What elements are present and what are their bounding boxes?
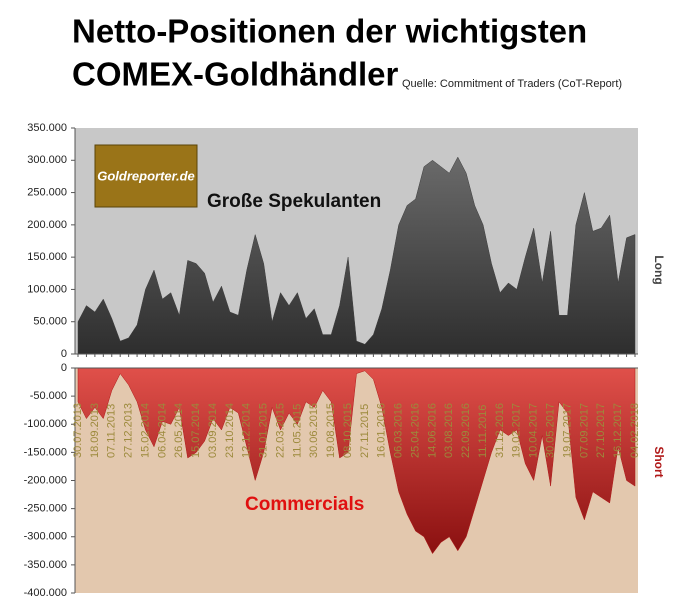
y-tick-label: -350.000: [24, 559, 67, 571]
x-tick-label: 15.07.2014: [190, 403, 202, 458]
x-tick-label: 10.04.2017: [528, 403, 540, 458]
y-tick-label: -300.000: [24, 531, 67, 543]
x-tick-label: 14.06.2016: [426, 403, 438, 458]
y-axis-label: Long: [652, 255, 666, 284]
x-tick-label: 30.07.2013: [72, 403, 84, 458]
title-line2: COMEX-Goldhändler: [72, 56, 399, 93]
logo-box: [94, 144, 198, 208]
y-tick-label: 50.000: [33, 316, 67, 328]
y-tick-label: -150.000: [24, 446, 67, 458]
x-tick-label: 03.08.2016: [443, 403, 455, 458]
x-tick-label: 22.03.2015: [274, 403, 286, 458]
series-label: Große Spekulanten: [207, 191, 381, 212]
x-tick-label: 30.06.2015: [308, 403, 320, 458]
x-tick-label: 16.12.2017: [612, 403, 624, 458]
x-tick-label: 03.09.2014: [207, 403, 219, 458]
x-tick-label: 11.11.2016: [477, 405, 489, 458]
y-tick-label: -50.000: [30, 390, 67, 402]
x-tick-label: 08.10.2015: [342, 403, 354, 458]
x-tick-label: 15.02.2014: [139, 403, 151, 458]
x-tick-label: 27.10.2017: [595, 403, 607, 458]
y-tick-label: -100.000: [24, 418, 67, 430]
y-tick-label: 250.000: [27, 186, 67, 198]
x-tick-label: 30.05.2017: [545, 403, 557, 458]
area: [77, 156, 636, 355]
x-tick-label: 31.01.2015: [258, 403, 270, 458]
x-tick-label: 31.12.2016: [494, 403, 506, 458]
x-tick-label: 04.02.2018: [629, 403, 641, 458]
x-tick-label: 18.09.2013: [89, 403, 101, 458]
logo: Goldreporter.de: [97, 168, 195, 183]
x-tick-label: 19.08.2015: [325, 403, 337, 458]
x-tick-label: 12.12.2014: [241, 403, 253, 458]
x-tick-label: 27.12.2013: [123, 403, 135, 458]
x-tick-label: 07.09.2017: [578, 403, 590, 458]
y-tick-label: 0: [61, 348, 67, 360]
x-tick-label: 11.05.2015: [291, 404, 303, 458]
y-tick-label: -400.000: [24, 587, 67, 599]
x-tick-label: 19.02.2017: [511, 403, 523, 458]
x-tick-label: 07.11.2013: [106, 404, 118, 458]
source: Quelle: Commitment of Traders (CoT-Repor…: [402, 78, 622, 90]
y-tick-label: 100.000: [27, 283, 67, 295]
x-tick-label: 19.07.2017: [561, 403, 573, 458]
x-tick-label: 06.04.2014: [156, 403, 168, 458]
y-axis-label: Short: [652, 446, 666, 477]
x-tick-label: 27.11.2015: [359, 404, 371, 458]
y-tick-label: 200.000: [27, 219, 67, 231]
area: [77, 367, 636, 555]
x-tick-label: 22.09.2016: [460, 403, 472, 458]
y-tick-label: 300.000: [27, 154, 67, 166]
y-tick-label: 0: [61, 362, 67, 374]
x-tick-label: 06.03.2016: [393, 403, 405, 458]
x-tick-label: 25.04.2016: [410, 403, 422, 458]
y-tick-label: -250.000: [24, 503, 67, 515]
y-tick-label: 350.000: [27, 122, 67, 134]
y-tick-label: 150.000: [27, 251, 67, 263]
x-tick-label: 23.10.2014: [224, 403, 236, 458]
x-tick-label: 16.01.2016: [376, 403, 388, 458]
y-tick-label: -200.000: [24, 474, 67, 486]
x-tick-label: 26.05.2014: [173, 403, 185, 458]
series-label: Commercials: [245, 494, 364, 515]
title: Netto-Positionen der wichtigsten: [72, 13, 587, 50]
